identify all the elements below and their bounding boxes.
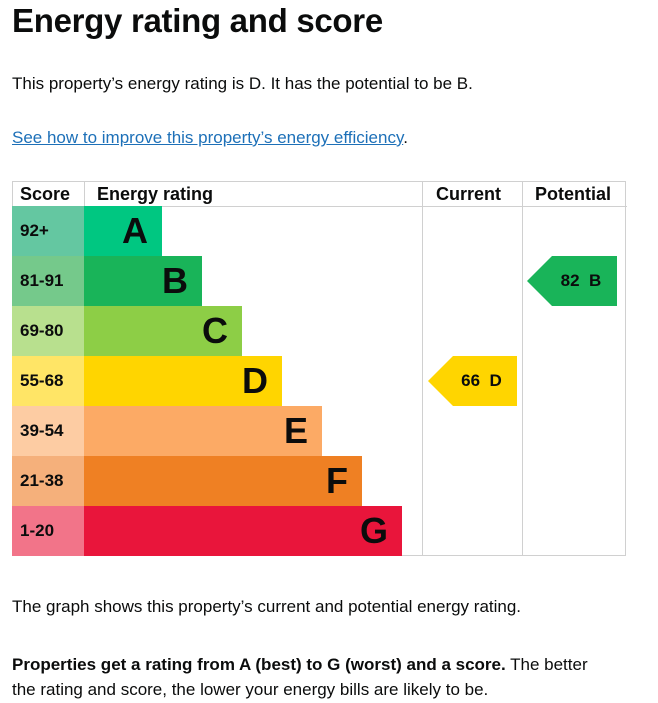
band-bar-g: G <box>84 506 402 556</box>
band-score-d: 55-68 <box>12 356 84 406</box>
band-score-c: 69-80 <box>12 306 84 356</box>
band-bar-b: B <box>84 256 202 306</box>
summary-text: The better <box>505 655 588 674</box>
improve-link-paragraph: See how to improve this property’s energ… <box>12 128 408 148</box>
header-divider <box>12 206 627 207</box>
rating-summary: Properties get a rating from A (best) to… <box>12 652 588 702</box>
band-score-b: 81-91 <box>12 256 84 306</box>
current-letter: D <box>489 371 502 390</box>
page-title: Energy rating and score <box>12 2 383 39</box>
header-energy-rating: Energy rating <box>97 184 214 204</box>
band-score-f: 21-38 <box>12 456 84 506</box>
potential-score: 82 <box>560 271 580 290</box>
graph-note: The graph shows this property’s current … <box>12 597 522 616</box>
column-divider <box>84 181 85 207</box>
band-score-g: 1-20 <box>12 506 84 556</box>
band-bar-d: D <box>84 356 282 406</box>
band-bar-a: A <box>84 206 162 256</box>
header-current: Current <box>436 184 502 204</box>
band-score-a: 92+ <box>12 206 84 256</box>
potential-letter: B <box>589 271 602 290</box>
summary-text-2: the rating and score, the lower your ene… <box>12 680 489 699</box>
intro-text: This property’s energy rating is D. It h… <box>12 74 473 93</box>
link-suffix: . <box>403 128 408 147</box>
improve-efficiency-link[interactable]: See how to improve this property’s energ… <box>12 128 404 147</box>
band-bar-c: C <box>84 306 242 356</box>
column-divider <box>522 181 523 556</box>
current-score: 66 <box>461 371 481 390</box>
band-bar-e: E <box>84 406 322 456</box>
band-score-e: 39-54 <box>12 406 84 456</box>
header-score: Score <box>20 184 71 204</box>
column-divider <box>422 181 423 556</box>
header-potential: Potential <box>535 184 612 204</box>
summary-bold: Properties get a rating from A (best) to… <box>12 655 506 674</box>
band-bar-f: F <box>84 456 362 506</box>
